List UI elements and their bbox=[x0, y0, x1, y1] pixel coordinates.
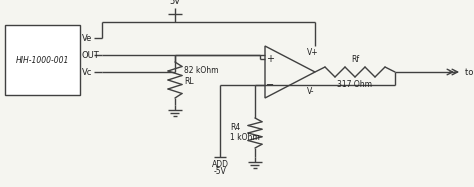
Text: ADD: ADD bbox=[211, 160, 228, 169]
Text: V-: V- bbox=[307, 87, 315, 96]
Text: R4: R4 bbox=[230, 123, 240, 132]
Bar bbox=[5, 25, 80, 95]
Text: 317 Ohm: 317 Ohm bbox=[337, 80, 373, 89]
Text: to PIC ADC: to PIC ADC bbox=[465, 68, 474, 76]
Text: 5V: 5V bbox=[170, 0, 181, 6]
Text: 82 kOhm: 82 kOhm bbox=[184, 66, 219, 75]
Text: RL: RL bbox=[184, 77, 193, 86]
Text: Ve: Ve bbox=[82, 33, 92, 42]
Text: Vc: Vc bbox=[82, 68, 92, 76]
Text: OUT: OUT bbox=[82, 50, 100, 59]
Text: HIH-1000-001: HIH-1000-001 bbox=[16, 56, 69, 65]
Text: -5V: -5V bbox=[214, 167, 227, 176]
Text: +: + bbox=[266, 54, 274, 64]
Text: Rf: Rf bbox=[351, 55, 359, 64]
Text: V+: V+ bbox=[307, 48, 319, 57]
Text: −: − bbox=[266, 80, 274, 90]
Text: 1 kOhm: 1 kOhm bbox=[230, 133, 260, 142]
